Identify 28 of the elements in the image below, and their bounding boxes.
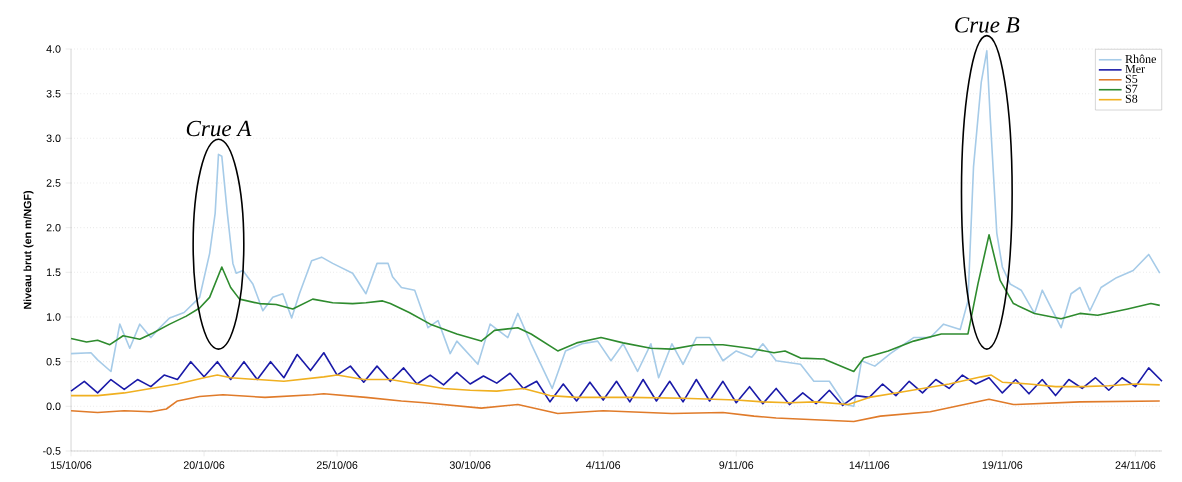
y-tick-label: 4.0 <box>46 45 61 53</box>
x-tick-label: 24/11/06 <box>1115 461 1156 469</box>
y-axis-title: Niveau brut (en m/NGF) <box>23 190 34 309</box>
line-series <box>70 351 1163 407</box>
y-tick-label: 1.0 <box>46 313 61 321</box>
x-tick-label: 15/10/06 <box>51 461 92 469</box>
annotation: Crue B <box>955 17 1020 33</box>
legend-label: S8 <box>1125 94 1138 103</box>
legend-label: S5 <box>1125 74 1138 83</box>
y-tick-label: 3.5 <box>46 89 61 98</box>
x-tick-label: 14/11/06 <box>849 461 890 469</box>
y-tick-label: 2.5 <box>46 179 61 187</box>
y-tick-label: 0.5 <box>46 357 61 366</box>
x-tick-label: 20/10/06 <box>183 461 225 469</box>
legend-label: Mer <box>1125 64 1145 73</box>
y-tick-label: 0.0 <box>46 402 61 411</box>
legend-label: Rhône <box>1125 54 1156 64</box>
y-tick-label: 2.0 <box>46 223 61 232</box>
x-tick-label: 30/10/06 <box>449 461 491 469</box>
y-tick-label: 1.5 <box>46 268 61 277</box>
x-tick-label: 4/11/06 <box>586 461 621 469</box>
legend-label: S7 <box>1125 84 1138 93</box>
x-tick-label: 25/10/06 <box>316 461 358 469</box>
x-tick-label: 19/11/06 <box>982 461 1023 469</box>
y-tick-label: -0.5 <box>43 447 61 455</box>
annotation: Crue A <box>186 120 252 137</box>
x-tick-label: 9/11/06 <box>719 461 754 469</box>
y-tick-label: 3.0 <box>46 134 61 143</box>
